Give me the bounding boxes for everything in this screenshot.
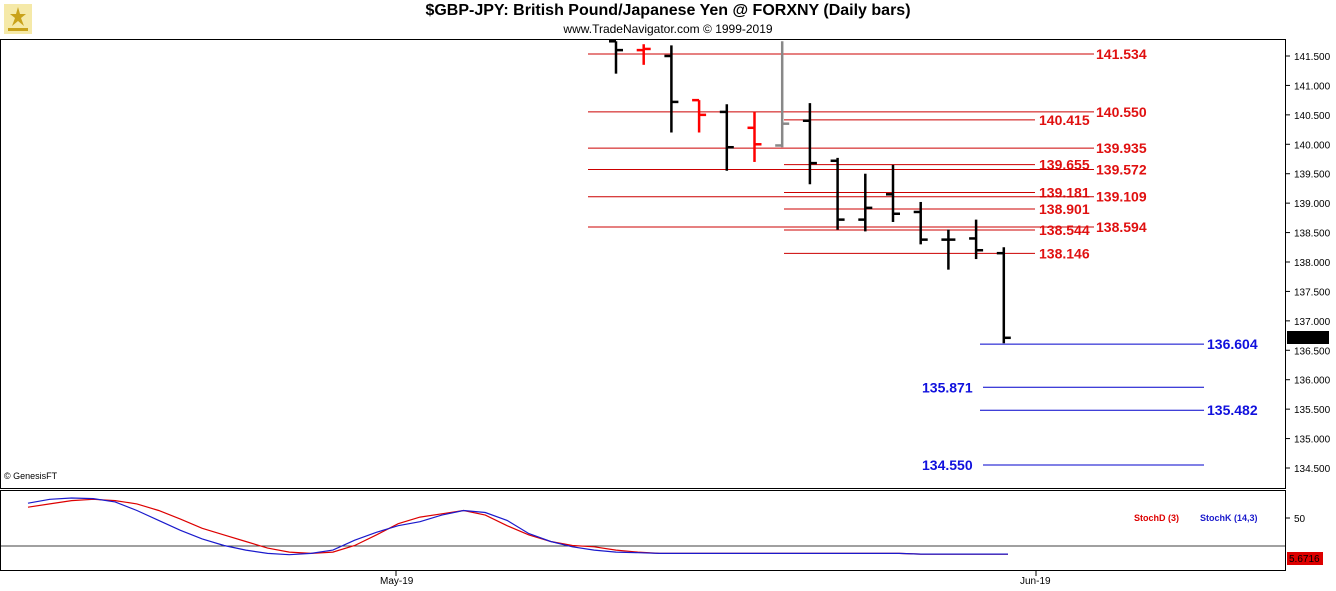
price-tick-label: 135.000 [1294,435,1331,446]
red-level-label: 138.594 [1096,219,1147,235]
red-level-label: 139.572 [1096,161,1147,177]
stoch-last-label: 5.6716 [1289,554,1320,565]
red-level-label: 139.181 [1039,184,1090,200]
blue-level-label: 136.604 [1207,336,1258,352]
osc-tick-label: 50 [1294,514,1306,525]
blue-level-label: 135.871 [922,379,973,395]
copyright-label: © GenesisFT [4,471,58,481]
blue-level-label: 135.482 [1207,402,1258,418]
date-axis: May-19 Jun-19 [380,571,1051,587]
price-tick-label: 137.500 [1294,287,1331,298]
price-tick-label: 139.000 [1294,199,1331,210]
blue-level-label: 134.550 [922,457,973,473]
red-level-label: 140.550 [1096,104,1147,120]
price-tick-label: 141.000 [1294,81,1331,92]
price-tick-label: 134.500 [1294,464,1331,475]
red-level-label: 138.544 [1039,222,1090,238]
stochK-legend: StochK (14,3) [1200,513,1258,523]
red-level-label: 139.655 [1039,157,1090,173]
price-tick-label: 139.500 [1294,170,1331,181]
price-tick-label: 140.500 [1294,111,1331,122]
red-level-label: 139.109 [1096,189,1147,205]
stochD-legend: StochD (3) [1134,513,1179,523]
red-level-label: 138.901 [1039,201,1090,217]
price-tick-label: 138.500 [1294,229,1331,240]
price-tick-label: 140.000 [1294,140,1331,151]
price-tick-label: 137.000 [1294,317,1331,328]
red-level-label: 140.415 [1039,112,1090,128]
date-tick-label: May-19 [380,576,414,587]
red-level-label: 139.935 [1096,140,1147,156]
price-levels: 141.534 140.550 140.415 139.935 139.655 139.5… [588,46,1258,473]
stochastic-panel: 50 [0,497,1306,556]
date-tick-label: Jun-19 [1020,576,1051,587]
price-tick-label: 135.500 [1294,405,1331,416]
price-tick-label: 138.000 [1294,258,1331,269]
genesis-logo-icon [4,4,32,34]
price-tick-label: 136.500 [1294,346,1331,357]
last-price-label: 136.712 [1289,333,1326,344]
price-panel-frame [0,39,1286,489]
price-axis: 141.500 141.000 140.500 140.000 139.500 139.0… [1285,52,1331,475]
price-tick-label: 141.500 [1294,52,1331,63]
price-tick-label: 136.000 [1294,376,1331,387]
chart-title: $GBP-JPY: British Pound/Japanese Yen @ F… [425,2,911,19]
last-price-box [1287,331,1329,344]
ohlc-bars [609,40,1011,344]
chart-subtitle: www.TradeNavigator.com © 1999-2019 [563,22,773,36]
header: $GBP-JPY: British Pound/Japanese Yen @ F… [0,0,1336,40]
red-level-label: 141.534 [1096,46,1147,62]
stoch-last-box [1287,552,1323,565]
red-level-label: 138.146 [1039,245,1090,261]
osc-panel-frame [0,490,1286,571]
stochK-line [27,497,1008,556]
